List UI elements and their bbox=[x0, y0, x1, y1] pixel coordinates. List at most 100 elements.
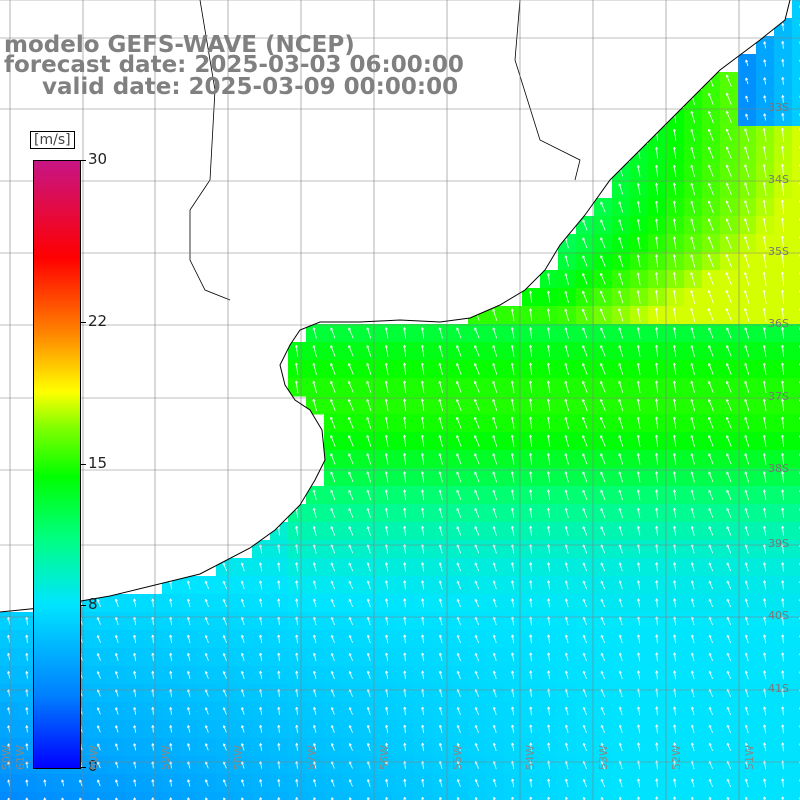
wind-arrow bbox=[726, 435, 732, 447]
wind-arrow bbox=[385, 416, 389, 430]
wind-arrow bbox=[673, 380, 677, 394]
wind-arrow bbox=[726, 562, 732, 572]
wind-arrow-head bbox=[636, 362, 639, 366]
wind-cell bbox=[144, 792, 163, 800]
wind-cell bbox=[792, 162, 800, 181]
wind-arrow-head bbox=[690, 778, 693, 782]
wind-arrow-head bbox=[690, 398, 692, 402]
wind-arrow-head bbox=[762, 526, 765, 529]
wind-arrow-head bbox=[510, 435, 513, 438]
wind-arrow bbox=[744, 146, 750, 160]
wind-arrow bbox=[530, 453, 532, 465]
wind-arrow bbox=[295, 562, 299, 572]
wind-arrow-head bbox=[763, 77, 765, 81]
wind-arrow bbox=[726, 200, 732, 214]
wind-arrow-head bbox=[690, 182, 692, 186]
wind-arrow bbox=[439, 580, 443, 590]
wind-arrow bbox=[690, 254, 696, 268]
longitude-label: 60W bbox=[87, 745, 100, 770]
wind-arrow bbox=[600, 453, 606, 465]
wind-arrow bbox=[404, 453, 406, 465]
wind-arrow bbox=[745, 526, 749, 536]
wind-arrow-head bbox=[762, 182, 765, 185]
colorbar-tick bbox=[80, 321, 86, 323]
wind-arrow bbox=[600, 580, 606, 590]
wind-arrow-head bbox=[690, 236, 692, 240]
wind-arrow bbox=[133, 598, 137, 608]
wind-arrow bbox=[637, 562, 641, 572]
wind-arrow-head bbox=[420, 362, 423, 366]
wind-arrow bbox=[330, 327, 336, 339]
wind-arrow-head bbox=[690, 508, 693, 511]
wind-arrow bbox=[565, 417, 569, 429]
wind-arrow-head bbox=[655, 434, 657, 438]
wind-cell bbox=[108, 792, 127, 800]
wind-arrow-head bbox=[763, 41, 765, 45]
wind-arrow bbox=[673, 453, 677, 465]
wind-arrow bbox=[656, 147, 658, 159]
latitude-label: 39S bbox=[768, 537, 789, 550]
wind-arrow bbox=[530, 327, 532, 339]
wind-arrow-head bbox=[762, 146, 765, 149]
wind-arrow bbox=[656, 165, 658, 177]
wind-arrow bbox=[600, 273, 606, 285]
wind-arrow-head bbox=[438, 562, 441, 566]
wind-arrow-head bbox=[655, 398, 657, 402]
wind-arrow bbox=[656, 327, 658, 339]
wind-arrow bbox=[673, 489, 677, 501]
wind-cell bbox=[792, 234, 800, 253]
wind-arrow-head bbox=[510, 362, 513, 366]
wind-arrow bbox=[726, 417, 732, 429]
wind-arrow bbox=[655, 272, 659, 286]
wind-arrow-head bbox=[655, 200, 657, 204]
wind-arrow bbox=[330, 544, 336, 554]
wind-arrow-head bbox=[529, 434, 531, 438]
wind-cell bbox=[792, 72, 800, 91]
wind-arrow bbox=[529, 416, 533, 430]
wind-arrow-head bbox=[655, 562, 657, 566]
wind-arrow bbox=[295, 345, 299, 357]
wind-arrow bbox=[655, 398, 659, 412]
wind-arrow-head bbox=[762, 254, 765, 257]
wind-cell bbox=[306, 792, 325, 800]
colorbar-tick bbox=[80, 767, 86, 768]
wind-arrow-head bbox=[529, 380, 531, 384]
wind-arrow bbox=[366, 399, 372, 411]
wind-arrow bbox=[456, 381, 462, 393]
wind-arrow bbox=[745, 113, 749, 121]
wind-arrow bbox=[782, 435, 784, 447]
latitude-label: 33S bbox=[768, 101, 789, 114]
wind-arrow-head bbox=[511, 580, 513, 584]
wind-arrow bbox=[456, 363, 462, 375]
wind-arrow bbox=[637, 219, 641, 231]
wind-arrow-head bbox=[384, 471, 387, 475]
wind-arrow bbox=[330, 363, 336, 375]
wind-arrow-head bbox=[564, 273, 566, 276]
wind-arrow bbox=[782, 345, 784, 357]
wind-arrow bbox=[565, 489, 569, 501]
wind-arrow-head bbox=[547, 489, 549, 493]
wind-arrow bbox=[367, 544, 371, 554]
wind-arrow-head bbox=[403, 380, 405, 384]
wind-arrow bbox=[637, 453, 641, 465]
wind-arrow bbox=[170, 598, 172, 608]
wind-arrow bbox=[763, 508, 767, 518]
latitude-label: 41S bbox=[768, 682, 789, 695]
wind-arrow bbox=[673, 290, 677, 304]
wind-arrow-head bbox=[384, 380, 387, 384]
wind-arrow bbox=[439, 489, 443, 501]
wind-arrow-head bbox=[781, 580, 783, 584]
wind-arrow bbox=[725, 290, 733, 304]
wind-arrow bbox=[421, 453, 425, 465]
wind-arrow bbox=[547, 453, 551, 465]
longitude-label: 54W bbox=[524, 745, 537, 770]
wind-arrow bbox=[330, 435, 336, 447]
wind-arrow-head bbox=[510, 398, 513, 402]
wind-arrow-head bbox=[403, 362, 405, 366]
wind-arrow bbox=[511, 508, 515, 518]
wind-arrow bbox=[278, 526, 280, 536]
wind-arrow bbox=[259, 598, 263, 608]
wind-arrow bbox=[744, 236, 750, 250]
wind-arrow-head bbox=[763, 580, 765, 584]
wind-arrow bbox=[456, 345, 462, 357]
